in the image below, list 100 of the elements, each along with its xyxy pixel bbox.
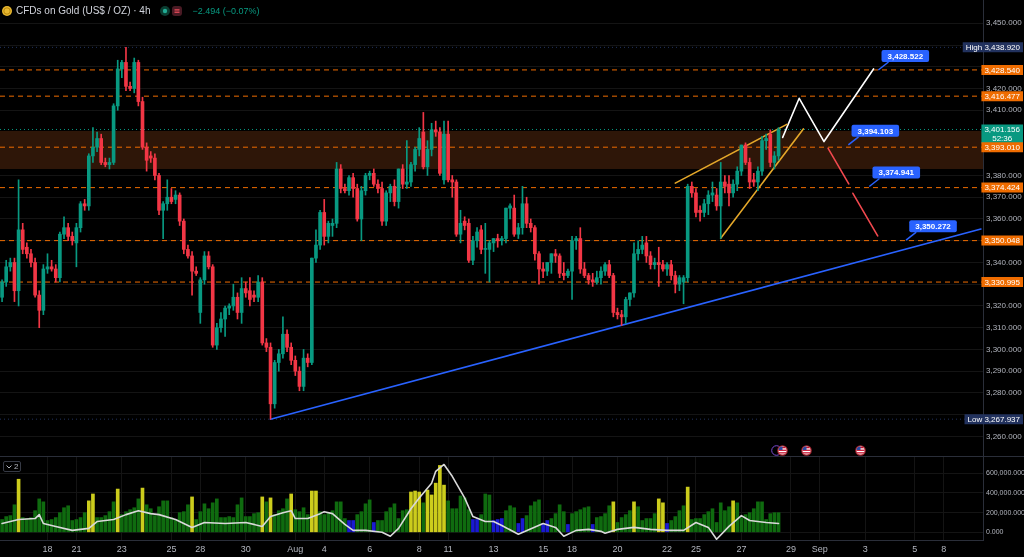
ref-line-label: 3,401.156 52:36 <box>984 125 1021 144</box>
bar <box>475 519 479 533</box>
annotation: 3,428.522 <box>887 51 924 61</box>
ref-line-label: 3,374.424 <box>984 183 1021 193</box>
bar <box>148 508 153 533</box>
y-tick-label: 3,290.000 <box>986 366 1023 376</box>
bar <box>322 514 327 533</box>
bar <box>632 501 636 533</box>
bar <box>252 513 256 533</box>
bar <box>388 507 393 533</box>
candlestick <box>82 199 87 211</box>
x-tick-label: 3 <box>862 543 868 554</box>
bar <box>578 509 583 533</box>
bar <box>594 517 599 533</box>
bar <box>223 517 227 533</box>
bar <box>82 512 87 533</box>
ref-line-label: Low 3,267.937 <box>967 414 1021 424</box>
y-tick-label: 3,410.000 <box>986 105 1023 115</box>
ref-line-label: 3,416.477 <box>984 91 1021 101</box>
bar <box>417 491 422 533</box>
bar <box>227 516 232 533</box>
bar <box>355 514 360 533</box>
candlestick <box>495 233 500 248</box>
bar <box>210 502 215 533</box>
y-tick-label: 3,370.000 <box>986 192 1023 202</box>
x-tick-label: 6 <box>367 543 373 554</box>
bar <box>260 496 265 533</box>
bar <box>628 510 632 533</box>
y-tick-label: 3,280.000 <box>986 388 1023 398</box>
text: CFDs on Gold (US$ / OZ) · 4h <box>16 5 151 17</box>
x-tick-label: 27 <box>736 543 747 554</box>
bar <box>528 505 533 533</box>
annotation: 3,394.103 <box>857 126 894 136</box>
bar <box>636 506 640 533</box>
bar <box>318 511 322 533</box>
x-tick-label: 25 <box>166 543 177 554</box>
annotation: 3,374.941 <box>878 168 915 178</box>
bar <box>483 493 488 533</box>
bar <box>537 499 541 533</box>
bar <box>702 514 707 533</box>
bar <box>566 524 570 533</box>
x-tick-label: 11 <box>443 543 453 554</box>
bar <box>190 496 194 533</box>
y-tick-label: 3,300.000 <box>986 344 1023 354</box>
y-tick-label: 3,310.000 <box>986 322 1023 332</box>
y-tick-label: 3,380.000 <box>986 170 1023 180</box>
candlestick <box>483 223 488 274</box>
x-tick-label: 20 <box>612 543 623 554</box>
bar <box>95 517 99 533</box>
bar <box>124 511 128 533</box>
x-tick-label: 13 <box>488 543 499 554</box>
candlestick <box>405 140 409 189</box>
bar <box>623 514 628 533</box>
x-tick-label: 5 <box>912 543 918 554</box>
bar <box>338 501 343 533</box>
bar <box>685 486 690 533</box>
bar <box>718 502 723 533</box>
bar <box>607 505 612 533</box>
bar <box>310 490 314 533</box>
bar <box>256 512 260 533</box>
text: −2.494 (−0.07%) <box>192 5 260 17</box>
x-tick-label: 22 <box>662 543 673 554</box>
candlestick <box>656 246 661 287</box>
bar <box>731 500 735 533</box>
ref-line-label: 3,350.048 <box>984 236 1021 246</box>
annotation: 2 <box>14 462 19 471</box>
bar <box>165 500 170 533</box>
bar <box>0 519 4 533</box>
bar <box>128 509 132 533</box>
bar <box>760 501 764 533</box>
x-tick-label: 28 <box>195 543 206 554</box>
bar <box>508 505 512 533</box>
x-tick-label: 29 <box>785 543 796 554</box>
bar <box>661 502 665 533</box>
bar <box>656 498 661 533</box>
bar <box>289 493 294 533</box>
bar <box>4 516 9 533</box>
bar <box>570 513 574 533</box>
bar <box>215 498 219 533</box>
bar <box>533 501 537 533</box>
bar <box>756 501 760 533</box>
bar <box>103 515 108 533</box>
bar <box>384 511 389 533</box>
x-tick-label: 30 <box>240 543 251 554</box>
bar <box>438 465 442 533</box>
ref-line-label: High 3,438.920 <box>965 43 1021 53</box>
bar <box>161 500 165 533</box>
ref-line-label: 3,428.540 <box>984 65 1021 75</box>
bar <box>376 520 380 533</box>
x-tick-label: 25 <box>690 543 701 554</box>
y-tick-label: 3,420.000 <box>986 83 1023 93</box>
bar <box>37 498 42 533</box>
bar <box>599 516 603 533</box>
bar <box>471 519 475 533</box>
x-tick-label: 23 <box>116 543 127 554</box>
annotation: 3,350.272 <box>915 221 952 231</box>
x-tick-label: 15 <box>538 543 549 554</box>
ref-line-label: 3,393.010 <box>984 142 1021 152</box>
bar <box>62 507 66 533</box>
bar <box>669 520 673 533</box>
